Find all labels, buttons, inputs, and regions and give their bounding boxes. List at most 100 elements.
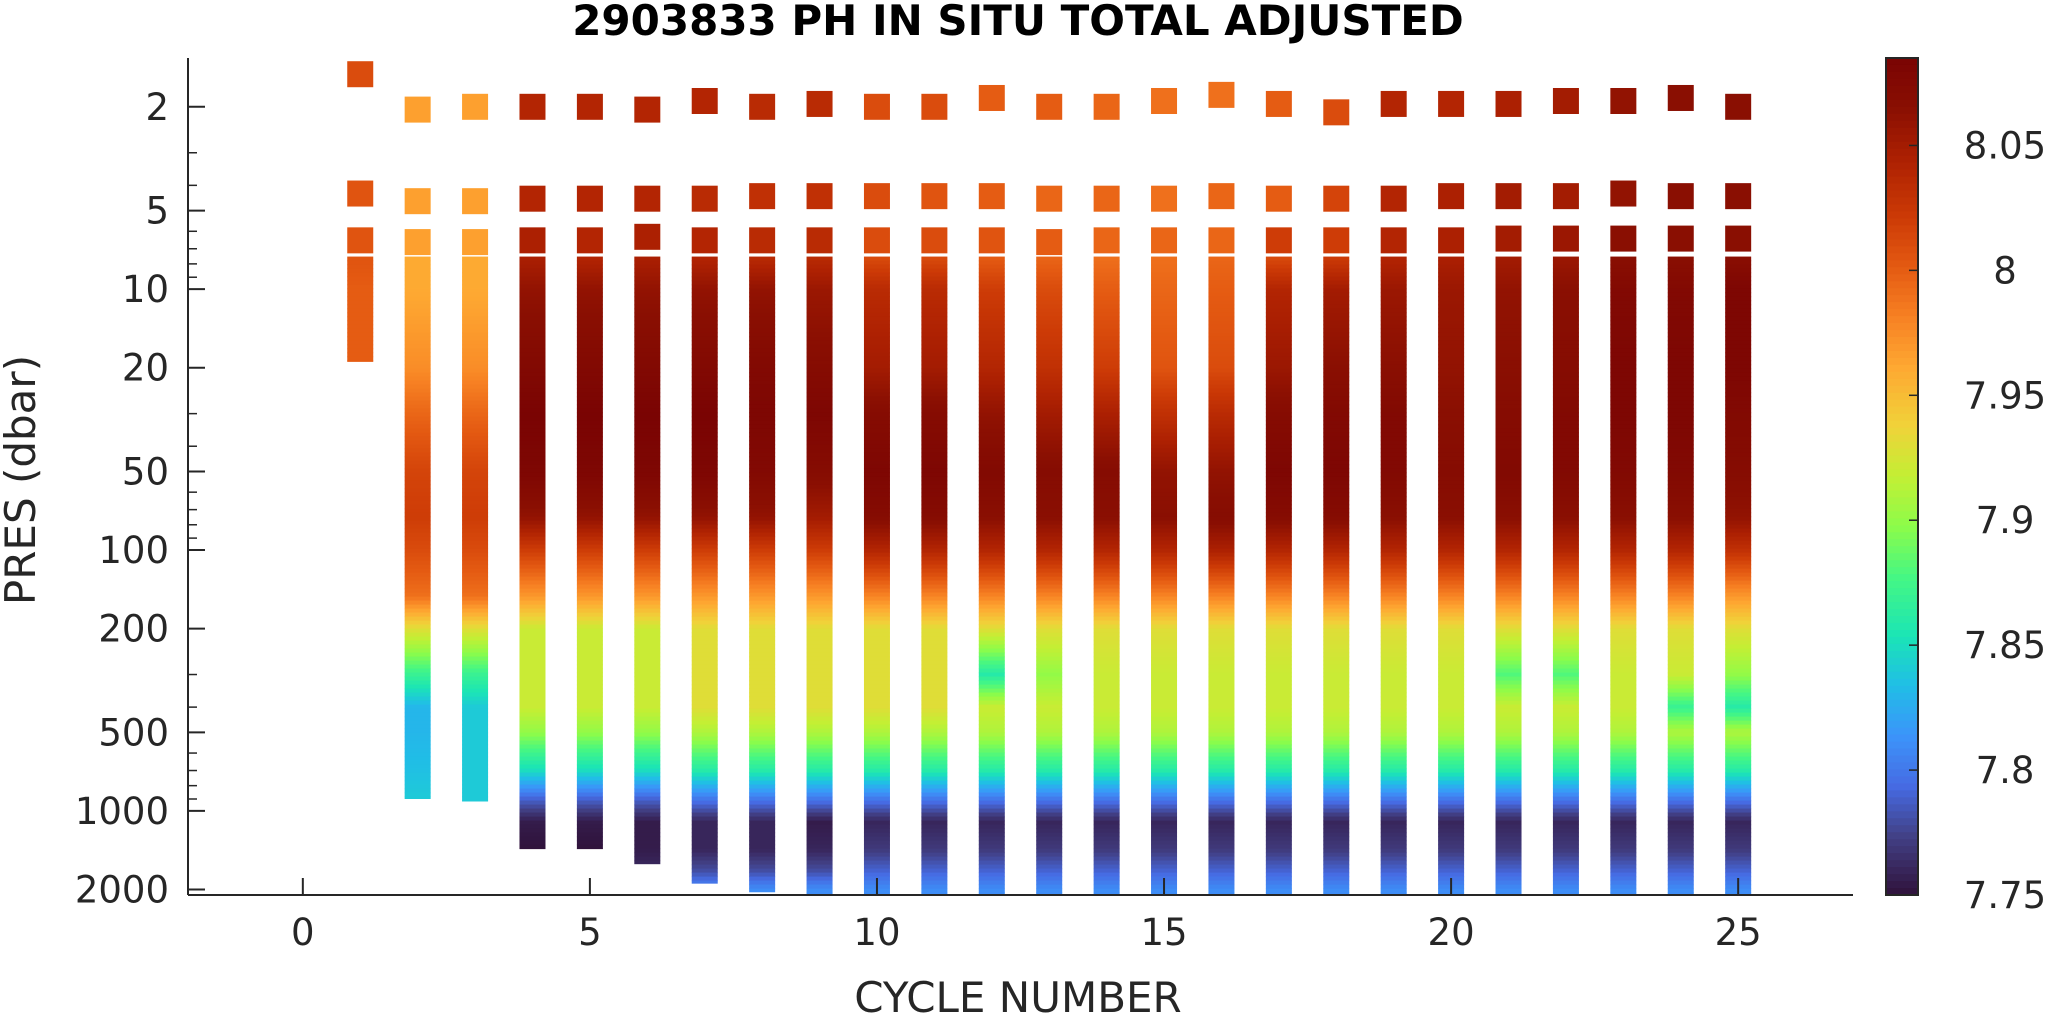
profile-segment	[749, 301, 775, 306]
profile-segment	[1438, 689, 1464, 694]
x-axis-label: CYCLE NUMBER	[854, 973, 1182, 1017]
profile-segment	[1668, 389, 1694, 394]
profile-segment	[1266, 445, 1292, 450]
profile-segment	[1323, 645, 1349, 650]
profile-segment	[577, 641, 603, 646]
profile-segment	[1553, 461, 1579, 466]
profile-segment	[347, 341, 373, 346]
profile-segment	[1668, 713, 1694, 718]
profile-segment	[1266, 305, 1292, 310]
profile-segment	[1323, 285, 1349, 290]
profile-segment	[1496, 845, 1522, 850]
profile-segment	[1725, 801, 1751, 806]
profile-segment	[405, 265, 431, 270]
profile-segment	[1208, 853, 1234, 858]
colorbar-segment	[1886, 825, 1918, 833]
profile-segment	[347, 261, 373, 266]
profile-segment	[921, 509, 947, 514]
profile-segment	[921, 701, 947, 706]
profile-segment	[979, 857, 1005, 862]
profile-segment	[1323, 529, 1349, 534]
profile-segment	[1668, 445, 1694, 450]
profile-segment	[1323, 457, 1349, 462]
profile-segment	[1553, 565, 1579, 570]
profile-segment	[1725, 789, 1751, 794]
profile-segment	[1208, 421, 1234, 426]
profile-segment	[1266, 717, 1292, 722]
profile-segment	[1610, 445, 1636, 450]
profile-segment	[1438, 333, 1464, 338]
profile-segment	[979, 525, 1005, 530]
profile-segment	[1496, 361, 1522, 366]
profile-segment	[1151, 813, 1177, 818]
profile-segment	[864, 497, 890, 502]
profile-segment	[462, 293, 488, 298]
profile-segment	[1266, 361, 1292, 366]
profile-segment	[1725, 721, 1751, 726]
profile-segment	[519, 461, 545, 466]
profile-segment	[1208, 721, 1234, 726]
profile-segment	[1496, 729, 1522, 734]
profile-segment	[1266, 617, 1292, 622]
profile-segment	[347, 313, 373, 318]
profile-segment	[1208, 473, 1234, 478]
profile-segment	[1496, 761, 1522, 766]
profile-segment	[1323, 277, 1349, 282]
profile-segment	[1496, 825, 1522, 830]
profile-segment	[1438, 553, 1464, 558]
profile-segment	[462, 317, 488, 322]
profile-segment	[1151, 585, 1177, 590]
profile-segment	[1266, 501, 1292, 506]
profile-segment	[1438, 389, 1464, 394]
profile-segment	[921, 653, 947, 658]
profile-segment	[634, 397, 660, 402]
colorbar-segment	[1886, 100, 1918, 108]
profile-segment	[1094, 429, 1120, 434]
profile-segment	[1496, 353, 1522, 358]
profile-segment	[807, 277, 833, 282]
profile-segment	[1610, 505, 1636, 510]
profile-segment	[864, 561, 890, 566]
profile-segment	[1610, 645, 1636, 650]
profile-segment	[1725, 477, 1751, 482]
profile-cycle-2	[405, 97, 431, 799]
profile-segment	[634, 857, 660, 862]
profile-segment	[749, 797, 775, 802]
colorbar-segment	[1886, 735, 1918, 743]
profile-segment	[1553, 765, 1579, 770]
profile-segment	[1266, 841, 1292, 846]
profile-segment	[1496, 589, 1522, 594]
profile-segment	[1610, 689, 1636, 694]
profile-segment	[1553, 813, 1579, 818]
profile-segment	[1094, 845, 1120, 850]
profile-segment	[864, 297, 890, 302]
profile-segment	[462, 265, 488, 270]
colorbar-segment	[1886, 490, 1918, 498]
x-tick-label: 10	[853, 911, 900, 954]
surface-point	[1323, 186, 1349, 212]
profile-segment	[1668, 537, 1694, 542]
profile-segment	[577, 305, 603, 310]
profile-segment	[749, 521, 775, 526]
profile-segment	[1725, 873, 1751, 878]
profile-segment	[979, 753, 1005, 758]
profile-segment	[1725, 701, 1751, 706]
profile-segment	[1381, 749, 1407, 754]
profile-segment	[1553, 585, 1579, 590]
profile-segment	[1610, 429, 1636, 434]
profile-segment	[1668, 793, 1694, 798]
profile-segment	[692, 509, 718, 514]
profile-segment	[1208, 429, 1234, 434]
profile-segment	[749, 865, 775, 870]
profile-segment	[979, 349, 1005, 354]
profile-segment	[405, 461, 431, 466]
profile-segment	[1323, 837, 1349, 842]
profile-segment	[1151, 629, 1177, 634]
profile-segment	[692, 665, 718, 670]
profile-segment	[979, 621, 1005, 626]
profile-segment	[921, 877, 947, 882]
profile-segment	[864, 761, 890, 766]
profile-segment	[1725, 757, 1751, 762]
profile-segment	[1553, 493, 1579, 498]
